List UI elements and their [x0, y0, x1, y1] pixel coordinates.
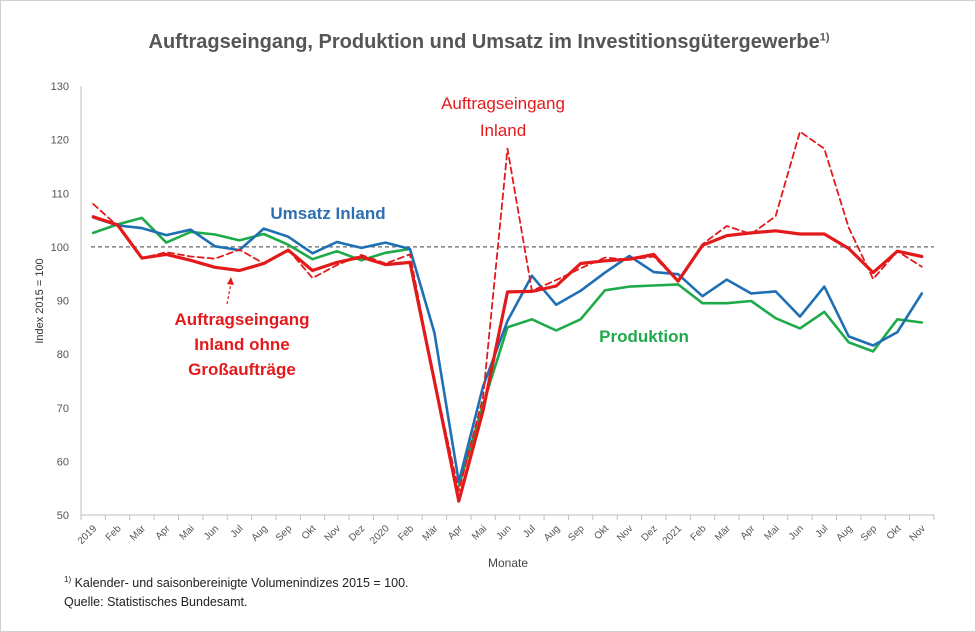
- x-tick-label: Mai: [470, 523, 489, 542]
- x-tick-label: Feb: [104, 523, 124, 543]
- x-tick-label: Jul: [521, 523, 538, 540]
- x-tick-label: Nov: [908, 523, 928, 543]
- y-tick-label: 100: [51, 242, 69, 254]
- footnote: 1) Kalender- und saisonbereinigte Volume…: [64, 575, 409, 590]
- x-tick-label: Mai: [178, 523, 197, 542]
- y-tick-label: 50: [57, 510, 69, 522]
- x-tick-label: Jun: [202, 523, 221, 542]
- x-tick-label: Apr: [154, 523, 173, 542]
- source-note: Quelle: Statistisches Bundesamt.: [64, 595, 248, 609]
- series-label: Auftragseingang: [174, 310, 309, 329]
- x-tick-label: Jul: [229, 523, 246, 540]
- x-tick-label: Sep: [274, 523, 295, 544]
- y-axis-label: Index 2015 = 100: [34, 258, 46, 343]
- series-label: Auftragseingang: [441, 94, 565, 113]
- y-tick-label: 70: [57, 403, 69, 415]
- x-tick-label: Apr: [446, 523, 465, 542]
- x-tick-label: Feb: [689, 523, 709, 543]
- series-label: Produktion: [599, 327, 689, 346]
- x-tick-label: Aug: [542, 523, 562, 543]
- x-tick-label: 2021: [661, 523, 685, 547]
- series-lines: [91, 130, 934, 503]
- series-line: [91, 216, 924, 484]
- y-axis: 50 60 70 80 90 100 110 120 130: [51, 81, 82, 522]
- series-line: [91, 215, 924, 503]
- series-line: [92, 130, 923, 492]
- x-tick-label: Jun: [494, 523, 513, 542]
- x-tick-label: Dez: [639, 523, 659, 543]
- x-tick-label: Okt: [592, 523, 611, 542]
- x-tick-label: Apr: [739, 523, 758, 542]
- annotation-arrow: [226, 282, 232, 305]
- x-tick-label: Feb: [396, 523, 416, 543]
- x-tick-label: Sep: [859, 523, 880, 544]
- series-label: Umsatz Inland: [270, 204, 385, 223]
- x-tick-label: Jun: [787, 523, 806, 542]
- y-tick-label: 130: [51, 81, 69, 93]
- x-tick-label: Okt: [885, 523, 904, 542]
- arrow-head-icon: [227, 277, 234, 285]
- title-footnote-mark: 1): [819, 31, 830, 44]
- series-label: Großaufträge: [188, 360, 296, 379]
- series-label: Inland: [480, 121, 526, 140]
- footnote-mark: 1): [64, 575, 72, 584]
- x-axis: 2019 Feb Mär Apr Mai Jun Jul Aug Sep Okt Nov Dez 202…: [76, 514, 935, 547]
- annotations: Umsatz Inland Produktion Auftragseingang In…: [174, 94, 688, 379]
- x-tick-label: Sep: [566, 523, 587, 544]
- y-tick-label: 60: [57, 456, 69, 468]
- x-tick-label: Okt: [300, 523, 319, 542]
- x-tick-label: Aug: [250, 523, 270, 543]
- x-tick-label: 2020: [368, 523, 392, 547]
- x-tick-label: Mär: [128, 523, 148, 543]
- x-tick-label: 2019: [76, 523, 100, 547]
- x-tick-label: Nov: [615, 523, 635, 543]
- x-tick-label: Jul: [814, 523, 831, 540]
- y-tick-label: 110: [51, 188, 69, 200]
- x-tick-label: Nov: [323, 523, 343, 543]
- series-label: Inland ohne: [194, 335, 289, 354]
- x-tick-label: Dez: [347, 523, 367, 543]
- x-tick-label: Mär: [713, 523, 733, 543]
- x-tick-label: Aug: [834, 523, 854, 543]
- x-tick-label: Mär: [421, 523, 441, 543]
- x-tick-label: Mai: [763, 523, 782, 542]
- y-tick-label: 80: [57, 349, 69, 361]
- chart-title: Auftragseingang, Produktion und Umsatz i…: [148, 31, 830, 53]
- y-tick-label: 90: [57, 296, 69, 308]
- y-tick-label: 120: [51, 135, 69, 147]
- x-axis-label: Monate: [488, 556, 528, 570]
- footnote-text: Kalender- und saisonbereinigte Volumenin…: [71, 576, 409, 591]
